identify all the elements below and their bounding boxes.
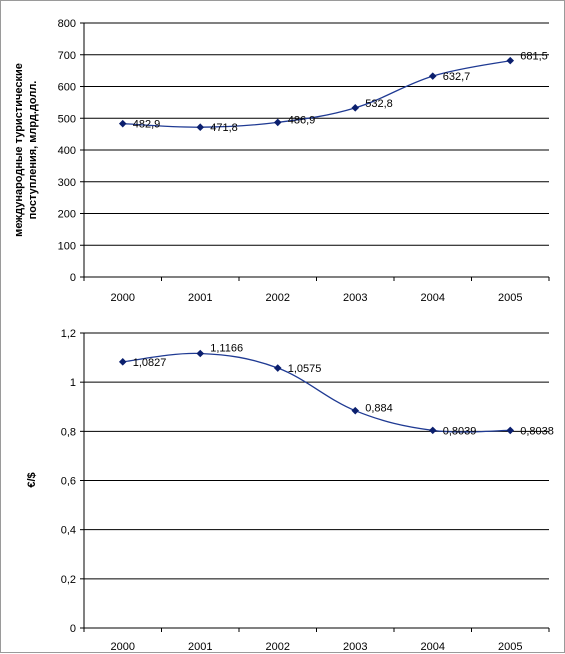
x-tick-label: 2001 [188,641,212,653]
chart-1: 0 100 200 300 400 500 600 700 800 2000 2001 2002 200… [13,18,550,304]
data-point-marker [118,358,127,366]
y-tick-label: 0 [70,272,76,284]
y-tick-label: 1 [70,377,76,389]
x-tick-label: 2000 [111,641,135,653]
data-point-marker [196,349,205,358]
data-label: 681,5 [520,51,548,63]
data-label: 0,884 [365,403,393,415]
chart-2: 0 0,2 0,4 0,6 0,8 1 1,2 2000 2001 2002 2003 2004 200… [26,328,554,653]
data-label: 471,8 [210,122,238,134]
data-point-marker [196,123,205,132]
x-tick-label: 2005 [498,641,522,653]
y-tick-label: 0,4 [61,525,76,537]
y-tick-label: 200 [58,209,76,221]
x-tick-label: 2002 [266,641,290,653]
y-tick-label: 0,2 [61,574,76,586]
data-point-marker [351,104,360,112]
x-tick-label: 2004 [421,292,445,304]
x-tick-label: 2002 [266,292,290,304]
x-tick-label: 2003 [343,292,367,304]
y-tick-label: 600 [58,82,76,94]
data-point-marker [351,406,360,415]
y-tick-label: 100 [58,240,76,252]
series-line [122,59,511,128]
y-tick-label: 300 [58,177,76,189]
data-label: 486,9 [288,114,316,126]
x-tick-label: 2004 [421,641,445,653]
data-point-marker [273,364,282,372]
data-label: 1,1166 [210,343,243,355]
data-label: 0,8039 [443,425,477,437]
data-label: 482,9 [133,119,161,131]
y-axis-title: международные туристические [13,63,25,237]
data-point-marker [506,56,515,65]
x-tick-label: 2000 [111,292,135,304]
y-tick-label: 0,8 [61,426,76,438]
series-line [122,352,511,433]
x-tick-label: 2005 [498,292,522,304]
y-axis-title: поступления, млрд.долл. [27,81,39,220]
data-point-marker [506,426,515,435]
y-tick-label: 0 [70,623,76,635]
y-tick-label: 1,2 [61,328,76,340]
data-point-marker [273,118,282,127]
data-label: 632,7 [443,71,471,83]
data-label: 1,0827 [133,357,167,369]
x-tick-label: 2001 [188,292,212,304]
data-label: 0,8038 [520,425,554,437]
y-axis-title: €/$ [26,472,38,487]
y-tick-label: 700 [58,50,76,62]
data-point-marker [428,72,437,80]
data-label: 532,8 [365,98,393,110]
data-point-marker [118,119,127,128]
y-tick-label: 0,6 [61,476,76,488]
y-tick-label: 400 [58,145,76,157]
x-tick-label: 2003 [343,641,367,653]
data-point-marker [428,426,437,435]
data-label: 1,0575 [288,363,322,375]
y-tick-label: 500 [58,113,76,125]
y-tick-label: 800 [58,18,76,30]
